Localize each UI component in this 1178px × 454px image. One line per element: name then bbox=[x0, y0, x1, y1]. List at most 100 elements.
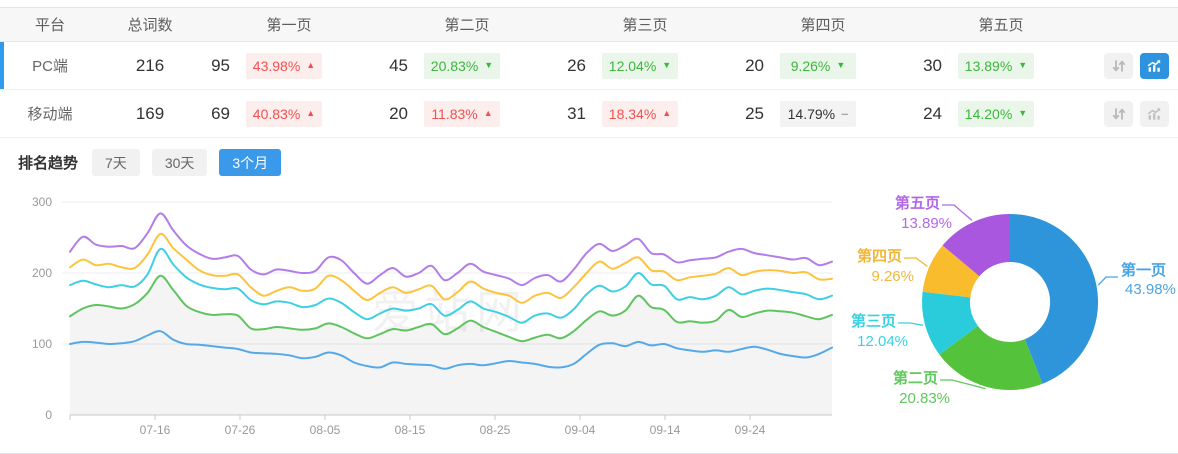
page-5-count: 24 bbox=[923, 103, 942, 123]
x-axis-label-08-15: 08-15 bbox=[395, 423, 426, 437]
x-axis-label-09-24: 09-24 bbox=[735, 423, 766, 437]
pie-slice-第二页[interactable] bbox=[939, 325, 1043, 391]
percent-value: 13.89% bbox=[964, 57, 1013, 74]
table-body: PC端 216 95 43.98% ▲ 45 20.83% ▼ 26 12.04%… bbox=[0, 42, 1178, 138]
pie-leader-第五页 bbox=[942, 204, 973, 221]
area-fill-第二页 bbox=[70, 275, 832, 415]
period-tabs: 7天 30天 3个月 bbox=[92, 149, 282, 176]
percent-value: 40.83% bbox=[252, 105, 301, 122]
pie-label-name-第二页: 第二页 bbox=[893, 369, 938, 387]
arrow-up-icon: ▲ bbox=[483, 108, 493, 118]
change-badge: 18.34% ▲ bbox=[602, 100, 678, 127]
total-words-value: 216 bbox=[135, 55, 165, 75]
sort-arrows-glyph bbox=[1112, 107, 1125, 120]
page-4-count: 20 bbox=[745, 55, 764, 75]
sort-arrows-glyph bbox=[1112, 59, 1125, 72]
page-2-cell: 45 20.83% ▼ bbox=[378, 52, 556, 79]
percent-value: 12.04% bbox=[608, 57, 657, 74]
percent-value: 11.83% bbox=[431, 105, 478, 122]
percent-value: 20.83% bbox=[430, 57, 479, 74]
trend-chart-icon[interactable] bbox=[1140, 52, 1169, 79]
page-1-cell: 95 43.98% ▲ bbox=[200, 52, 378, 79]
pie-label-pct-第一页: 43.98% bbox=[1125, 281, 1176, 298]
pie-leader-第二页 bbox=[940, 379, 986, 390]
pie-leader-第三页 bbox=[898, 322, 924, 326]
change-badge: 14.20% ▼ bbox=[958, 100, 1034, 127]
table-row-mobile[interactable]: 移动端 169 69 40.83% ▲ 20 11.83% ▲ 31 18.34%… bbox=[0, 90, 1178, 138]
total-words-value: 169 bbox=[135, 103, 165, 123]
pie-label-pct-第二页: 20.83% bbox=[899, 390, 950, 407]
dash-icon: – bbox=[841, 106, 849, 121]
pie-slice-第四页[interactable] bbox=[922, 245, 980, 298]
page-share-donut-chart[interactable]: 第一页 43.98% 第二页 20.83% 第三页 12.04% 第四页 9.26% 第五页 13… bbox=[840, 182, 1178, 452]
change-badge: 20.83% ▼ bbox=[424, 52, 500, 79]
x-axis-label-07-26: 07-26 bbox=[225, 423, 256, 437]
line-series-第三页[interactable] bbox=[69, 247, 833, 324]
pie-slice-第五页[interactable] bbox=[942, 214, 1010, 277]
arrow-up-icon: ▲ bbox=[662, 108, 672, 118]
page-5-count: 30 bbox=[923, 55, 942, 75]
change-badge: 9.26% ▼ bbox=[780, 52, 856, 79]
change-badge: 11.83% ▲ bbox=[424, 100, 500, 127]
page-3-cell: 31 18.34% ▲ bbox=[556, 100, 734, 127]
pie-label-name-第三页: 第三页 bbox=[851, 312, 896, 330]
x-axis-label-08-25: 08-25 bbox=[480, 423, 511, 437]
pie-label-pct-第五页: 13.89% bbox=[901, 215, 952, 232]
trend-toolbar: 排名趋势 7天 30天 3个月 bbox=[18, 149, 282, 176]
change-badge: 43.98% ▲ bbox=[246, 52, 322, 79]
line-series-第二页[interactable] bbox=[69, 274, 833, 343]
page-3-cell: 26 12.04% ▼ bbox=[556, 52, 734, 79]
y-axis-label-0: 0 bbox=[45, 408, 52, 422]
sort-arrows-icon[interactable] bbox=[1104, 52, 1133, 79]
pie-label-name-第五页: 第五页 bbox=[895, 194, 940, 212]
y-axis-label-200: 200 bbox=[32, 266, 52, 280]
header-platform: 平台 bbox=[34, 17, 65, 34]
trend-chart-icon[interactable] bbox=[1140, 100, 1169, 127]
percent-value: 43.98% bbox=[252, 57, 301, 74]
tab-period-2[interactable]: 3个月 bbox=[219, 149, 282, 176]
x-axis-label-07-16: 07-16 bbox=[140, 423, 171, 437]
header-page-2: 第二页 bbox=[444, 17, 490, 34]
trend-chart-glyph bbox=[1147, 107, 1161, 120]
page-5-cell: 24 14.20% ▼ bbox=[912, 100, 1090, 127]
y-axis-label-100: 100 bbox=[32, 337, 52, 351]
page-4-count: 25 bbox=[745, 103, 764, 123]
table-row-pc[interactable]: PC端 216 95 43.98% ▲ 45 20.83% ▼ 26 12.04%… bbox=[0, 42, 1178, 90]
header-total-words: 总词数 bbox=[127, 17, 173, 34]
line-series-第一页[interactable] bbox=[69, 330, 833, 370]
arrow-up-icon: ▲ bbox=[306, 60, 316, 70]
page-1-count: 95 bbox=[211, 55, 230, 75]
pie-label-pct-第四页: 9.26% bbox=[871, 268, 914, 285]
page-3-count: 26 bbox=[567, 55, 586, 75]
pie-slice-第三页[interactable] bbox=[921, 291, 978, 355]
trend-title: 排名趋势 bbox=[18, 155, 79, 172]
sort-arrows-icon[interactable] bbox=[1104, 100, 1133, 127]
trend-chart-glyph bbox=[1147, 59, 1161, 72]
page-5-cell: 30 13.89% ▼ bbox=[912, 52, 1090, 79]
change-badge: 13.89% ▼ bbox=[958, 52, 1034, 79]
percent-value: 14.20% bbox=[964, 105, 1013, 122]
x-axis-label-09-04: 09-04 bbox=[565, 423, 596, 437]
page-3-count: 31 bbox=[567, 103, 586, 123]
tab-period-1[interactable]: 30天 bbox=[151, 149, 208, 176]
line-series-第四页[interactable] bbox=[69, 232, 833, 304]
page-2-cell: 20 11.83% ▲ bbox=[378, 100, 556, 127]
header-page-5: 第五页 bbox=[978, 17, 1024, 34]
pie-slice-第一页[interactable] bbox=[1010, 213, 1099, 384]
line-series-第五页[interactable] bbox=[69, 212, 833, 287]
pie-leader-第四页 bbox=[904, 257, 928, 267]
platform-name: 移动端 bbox=[27, 106, 73, 123]
arrow-down-icon: ▼ bbox=[484, 60, 494, 70]
page-2-count: 45 bbox=[389, 55, 408, 75]
rank-table: 平台 总词数 第一页 第二页 第三页 第四页 第五页 PC端 216 95 43.… bbox=[0, 7, 1178, 138]
change-badge: 14.79% – bbox=[780, 100, 856, 127]
tab-period-0[interactable]: 7天 bbox=[92, 149, 140, 176]
percent-value: 18.34% bbox=[608, 105, 657, 122]
change-badge: 40.83% ▲ bbox=[246, 100, 322, 127]
row-actions bbox=[1090, 52, 1178, 79]
pie-leader-第一页 bbox=[1097, 276, 1118, 286]
y-axis-label-300: 300 bbox=[32, 195, 52, 209]
pie-label-name-第四页: 第四页 bbox=[857, 247, 902, 265]
